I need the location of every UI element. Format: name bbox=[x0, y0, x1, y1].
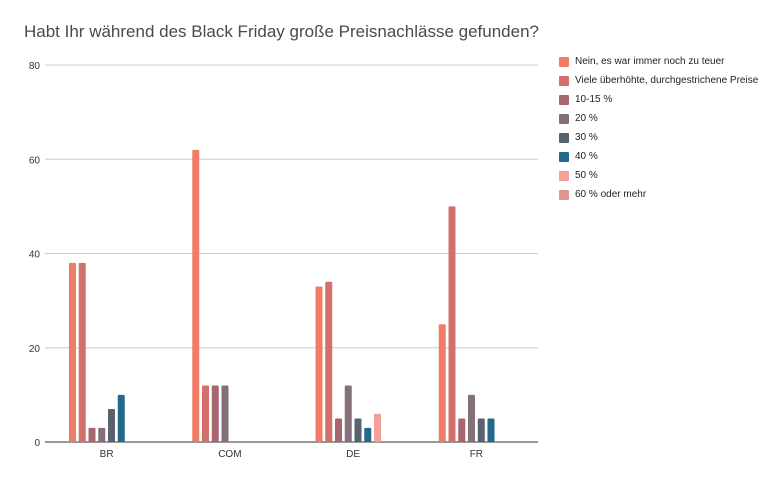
bar-de-series-6 bbox=[374, 413, 381, 442]
bar-br-series-1 bbox=[78, 262, 86, 442]
legend-label: 20 % bbox=[575, 113, 598, 124]
legend-item: Viele überhöhte, durchgestrichene Preise bbox=[559, 75, 769, 87]
legend-label: 50 % bbox=[575, 170, 598, 181]
legend-swatch bbox=[559, 76, 569, 86]
legend-item: 40 % bbox=[559, 151, 769, 163]
bar-br-series-4 bbox=[108, 409, 115, 442]
gridlines bbox=[45, 64, 538, 443]
bar-com-series-3 bbox=[221, 385, 229, 442]
y-tick-label: 0 bbox=[34, 438, 40, 449]
x-tick-label: COM bbox=[218, 449, 241, 460]
bars bbox=[69, 149, 495, 443]
legend-item: 10-15 % bbox=[559, 94, 769, 106]
y-axis-ticks: 0 20 40 60 80 bbox=[29, 61, 41, 449]
bar-br-series-3 bbox=[98, 427, 106, 442]
bar-de-series-2 bbox=[335, 418, 342, 442]
bar-de-series-5 bbox=[364, 427, 372, 442]
y-tick-label: 80 bbox=[29, 61, 41, 72]
x-tick-label: BR bbox=[100, 449, 114, 460]
bar-fr-series-5 bbox=[487, 418, 495, 442]
y-tick-label: 40 bbox=[29, 250, 41, 261]
bar-com-series-0 bbox=[192, 149, 200, 442]
legend-swatch bbox=[559, 114, 569, 124]
bar-de-series-1 bbox=[325, 281, 333, 442]
legend-swatch bbox=[559, 152, 569, 162]
legend-swatch bbox=[559, 190, 569, 200]
legend-item: 20 % bbox=[559, 113, 769, 125]
chart-title: Habt Ihr während des Black Friday große … bbox=[24, 22, 540, 41]
legend-swatch bbox=[559, 133, 569, 143]
y-tick-label: 60 bbox=[29, 155, 41, 166]
legend-item: Nein, es war immer noch zu teuer bbox=[559, 56, 769, 68]
legend-label: 40 % bbox=[575, 151, 598, 162]
bar-fr-series-2 bbox=[458, 418, 466, 442]
bar-com-series-2 bbox=[211, 385, 219, 442]
legend-item: 50 % bbox=[559, 170, 769, 182]
legend-label: 60 % oder mehr bbox=[575, 189, 647, 200]
bar-fr-series-0 bbox=[438, 324, 446, 442]
bar-de-series-3 bbox=[344, 385, 352, 442]
legend-item: 30 % bbox=[559, 132, 769, 144]
bar-br-series-5 bbox=[117, 394, 125, 443]
legend-label: 10-15 % bbox=[575, 94, 613, 105]
bar-fr-series-3 bbox=[468, 394, 475, 443]
legend-swatch bbox=[559, 57, 569, 67]
x-tick-label: DE bbox=[346, 449, 360, 460]
bar-de-series-4 bbox=[354, 418, 362, 442]
bar-com-series-1 bbox=[202, 385, 209, 442]
y-tick-label: 20 bbox=[29, 344, 41, 355]
bar-fr-series-4 bbox=[477, 418, 485, 442]
legend-swatch bbox=[559, 95, 569, 105]
bar-de-series-0 bbox=[315, 286, 323, 442]
bar-br-series-0 bbox=[69, 262, 76, 442]
legend-label: Nein, es war immer noch zu teuer bbox=[575, 56, 725, 67]
x-axis-ticks: BR COM DE FR bbox=[100, 449, 483, 460]
x-tick-label: FR bbox=[470, 449, 483, 460]
bar-br-series-2 bbox=[88, 427, 96, 442]
legend-label: 30 % bbox=[575, 132, 598, 143]
legend: Nein, es war immer noch zu teuer Viele üb… bbox=[559, 56, 769, 208]
legend-swatch bbox=[559, 171, 569, 181]
bar-fr-series-1 bbox=[448, 206, 456, 443]
legend-label: Viele überhöhte, durchgestrichene Preise bbox=[575, 75, 759, 86]
legend-item: 60 % oder mehr bbox=[559, 189, 769, 201]
